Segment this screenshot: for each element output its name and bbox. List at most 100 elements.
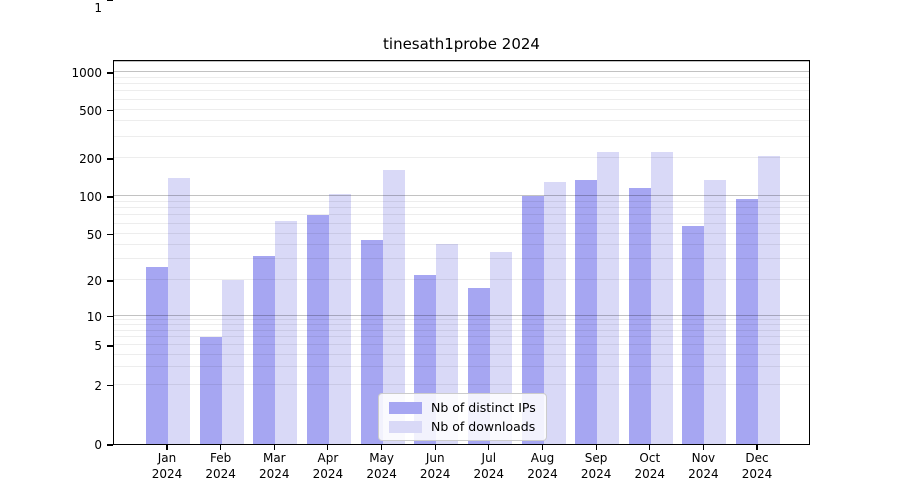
bar-ips-may: [360, 240, 383, 444]
x-tick-mark: [488, 445, 490, 450]
bar-downloads-sep: [597, 151, 620, 444]
legend-item-downloads: Nb of downloads: [389, 418, 536, 435]
y-tick-label: 1: [94, 1, 102, 15]
gridline-minor: [114, 336, 809, 338]
y-tick-mark: [107, 345, 113, 347]
x-tick-mark: [327, 445, 329, 450]
x-tick-label: Oct 2024: [634, 451, 666, 481]
legend-label-downloads: Nb of downloads: [431, 419, 536, 434]
x-tick-mark: [595, 445, 597, 450]
y-tick-mark: [107, 109, 113, 112]
gridline-minor: [114, 157, 809, 158]
x-tick-mark: [273, 445, 275, 450]
y-tick-label: 5: [94, 339, 102, 353]
gridline-minor: [114, 200, 809, 202]
x-tick-mark: [649, 445, 651, 450]
gridline-minor: [114, 324, 809, 325]
legend-swatch-distinct-ips: [389, 401, 422, 414]
gridline-major: [114, 195, 809, 196]
gridline-minor: [114, 353, 809, 355]
y-tick-label: 500: [79, 103, 102, 118]
x-tick-label: Dec 2024: [741, 451, 773, 481]
y-tick-mark: [107, 233, 113, 236]
gridline-minor: [114, 232, 809, 234]
x-tick-label: Feb 2024: [205, 451, 236, 481]
bar-ips-mar: [253, 256, 276, 444]
gridline-major: [114, 71, 809, 72]
bar-downloads-dec: [758, 156, 780, 444]
gridline-major: [114, 61, 809, 62]
gridline-minor: [114, 279, 809, 280]
y-tick-mark: [107, 384, 113, 387]
x-tick-label: Jun 2024: [419, 451, 451, 481]
legend-label-distinct-ips: Nb of distinct IPs: [431, 400, 536, 415]
y-tick-mark: [107, 196, 113, 198]
plot-area: [113, 60, 810, 445]
bar-ips-feb: [199, 337, 222, 444]
gridline-minor: [114, 135, 809, 137]
x-tick-mark: [702, 445, 704, 450]
x-tick-label: Jan 2024: [151, 451, 183, 481]
x-tick-label: Nov 2024: [688, 451, 719, 481]
bar-downloads-mar: [275, 221, 298, 444]
gridline-minor: [114, 98, 809, 100]
y-tick-label: 0: [94, 438, 102, 452]
y-tick-mark: [107, 315, 113, 318]
bar-downloads-jan: [168, 177, 190, 444]
bar-ips-apr: [306, 215, 329, 444]
gridline-minor: [114, 222, 809, 224]
y-tick-label: 200: [79, 152, 102, 166]
y-tick-label: 100: [79, 190, 102, 204]
legend-swatch-downloads: [389, 420, 422, 433]
gridline-minor: [114, 366, 809, 367]
x-tick-mark: [756, 445, 758, 450]
x-tick-mark: [434, 445, 436, 450]
gridline-minor: [114, 344, 809, 345]
x-tick-label: May 2024: [366, 451, 397, 481]
x-tick-mark: [220, 445, 222, 450]
bar-ips-jan: [146, 266, 168, 444]
gridline-minor: [114, 383, 809, 385]
x-tick-mark: [541, 445, 544, 450]
gridline-minor: [114, 90, 809, 92]
y-tick-label: 10: [86, 309, 102, 324]
y-tick-label: 20: [86, 274, 102, 288]
x-tick-label: Aug 2024: [527, 451, 558, 481]
y-tick-label: 2: [94, 378, 102, 393]
gridline-minor: [114, 243, 809, 245]
y-tick-label: 1000: [71, 66, 102, 80]
grid-layer: [114, 61, 809, 444]
y-tick-mark: [107, 0, 113, 2]
y-tick-mark: [107, 72, 113, 74]
bar-ips-sep: [575, 179, 598, 444]
legend-item-distinct-ips: Nb of distinct IPs: [389, 399, 536, 416]
gridline-minor: [114, 214, 809, 216]
y-tick-mark: [107, 280, 113, 282]
gridline-minor: [114, 319, 809, 320]
x-tick-label: Apr 2024: [312, 451, 344, 481]
bar-ips-aug: [521, 196, 544, 444]
gridline-minor: [114, 76, 809, 78]
bar-ips-oct: [628, 187, 651, 444]
x-tick-label: Jul 2024: [473, 451, 505, 481]
bar-downloads-oct: [650, 151, 673, 444]
y-tick-mark: [107, 444, 113, 446]
bar-downloads-may: [382, 170, 405, 444]
y-tick-label: 50: [86, 227, 102, 242]
bar-ips-dec: [736, 198, 758, 444]
x-tick-label: Mar 2024: [259, 451, 290, 481]
gridline-major: [114, 314, 809, 316]
gridline-minor: [114, 207, 809, 209]
bar-downloads-apr: [328, 194, 351, 444]
gridline-minor: [114, 120, 809, 122]
bar-downloads-nov: [704, 179, 727, 444]
gridline-minor: [114, 258, 809, 260]
x-tick-mark: [381, 445, 383, 450]
legend: Nb of distinct IPs Nb of downloads: [378, 393, 547, 441]
y-tick-mark: [107, 158, 113, 160]
gridline-minor: [114, 83, 809, 85]
bar-downloads-feb: [221, 280, 244, 444]
bar-ips-nov: [682, 225, 705, 444]
gridline-minor: [114, 108, 809, 110]
